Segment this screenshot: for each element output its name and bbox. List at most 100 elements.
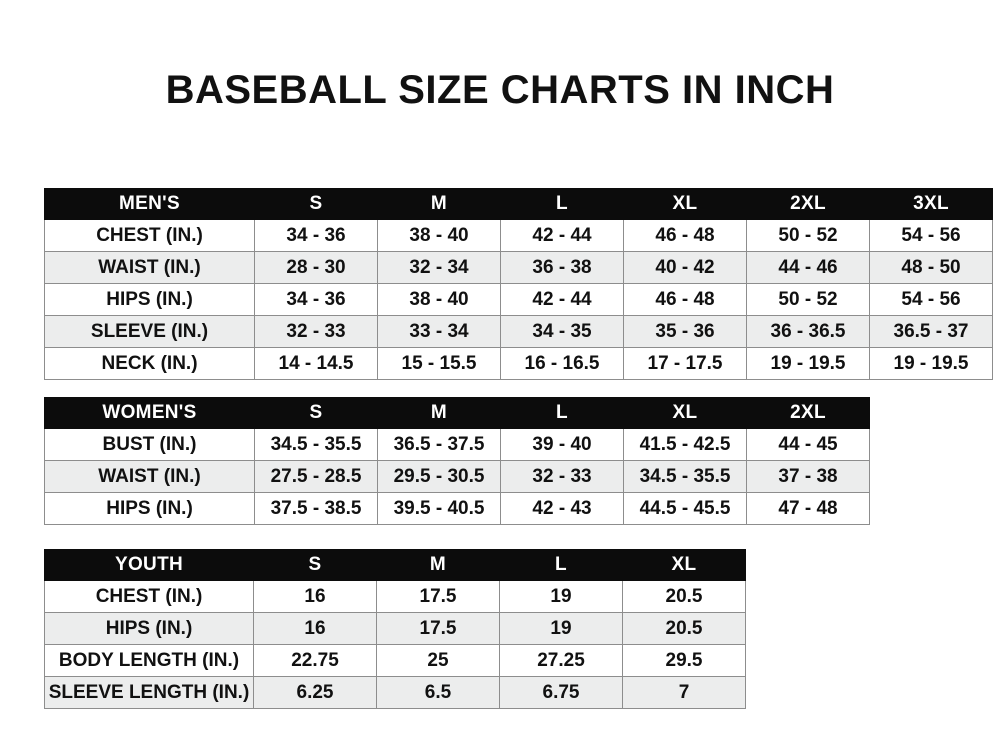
- measurement-value: 6.5: [376, 676, 500, 709]
- measurement-value: 36 - 36.5: [746, 315, 870, 348]
- measurement-value: 14 - 14.5: [254, 347, 378, 380]
- measurement-value: 22.75: [253, 644, 377, 677]
- measurement-value: 36 - 38: [500, 251, 624, 284]
- measurement-value: 19 - 19.5: [746, 347, 870, 380]
- measurement-value: 50 - 52: [746, 283, 870, 316]
- womens-size-chart: WOMEN'S S M L XL 2XL BUST (IN.) 34.5 - 35.5 36.5…: [44, 397, 870, 525]
- table-row: WAIST (IN.) 28 - 30 32 - 34 36 - 38 40 - 42 4…: [44, 251, 993, 284]
- youth-size-chart: YOUTH S M L XL CHEST (IN.) 16 17.5 19 20.5 HIPS (I…: [44, 549, 746, 709]
- measurement-value: 47 - 48: [746, 492, 870, 525]
- size-header-xl: XL: [623, 188, 747, 220]
- measurement-label: HIPS (IN.): [44, 283, 255, 316]
- measurement-value: 29.5: [622, 644, 746, 677]
- mens-size-chart: MEN'S S M L XL 2XL 3XL CHEST (IN.) 34 - 36 38 - 4…: [44, 188, 993, 380]
- measurement-value: 20.5: [622, 580, 746, 613]
- table-row: CHEST (IN.) 16 17.5 19 20.5: [44, 580, 746, 613]
- measurement-value: 54 - 56: [869, 219, 993, 252]
- measurement-label: HIPS (IN.): [44, 612, 254, 645]
- measurement-value: 20.5: [622, 612, 746, 645]
- measurement-value: 17.5: [376, 612, 500, 645]
- page-title: BASEBALL SIZE CHARTS IN INCH: [165, 68, 835, 112]
- size-header-m: M: [377, 397, 501, 429]
- measurement-value: 16: [253, 612, 377, 645]
- size-header-m: M: [376, 549, 500, 581]
- measurement-value: 32 - 33: [254, 315, 378, 348]
- measurement-value: 44 - 46: [746, 251, 870, 284]
- table-row: NECK (IN.) 14 - 14.5 15 - 15.5 16 - 16.5 17 …: [44, 347, 993, 380]
- measurement-value: 46 - 48: [623, 283, 747, 316]
- category-header: YOUTH: [44, 549, 254, 581]
- measurement-value: 16 - 16.5: [500, 347, 624, 380]
- measurement-value: 42 - 44: [500, 283, 624, 316]
- measurement-value: 54 - 56: [869, 283, 993, 316]
- measurement-label: NECK (IN.): [44, 347, 255, 380]
- size-header-2xl: 2XL: [746, 397, 870, 429]
- measurement-value: 34 - 35: [500, 315, 624, 348]
- measurement-value: 25: [376, 644, 500, 677]
- measurement-value: 39 - 40: [500, 428, 624, 461]
- table-row: WAIST (IN.) 27.5 - 28.5 29.5 - 30.5 32 - 33…: [44, 460, 870, 493]
- measurement-value: 35 - 36: [623, 315, 747, 348]
- measurement-label: HIPS (IN.): [44, 492, 255, 525]
- measurement-value: 38 - 40: [377, 283, 501, 316]
- measurement-value: 15 - 15.5: [377, 347, 501, 380]
- category-header: MEN'S: [44, 188, 255, 220]
- measurement-label: BUST (IN.): [44, 428, 255, 461]
- measurement-value: 17 - 17.5: [623, 347, 747, 380]
- measurement-value: 32 - 33: [500, 460, 624, 493]
- measurement-value: 48 - 50: [869, 251, 993, 284]
- size-header-l: L: [499, 549, 623, 581]
- measurement-value: 19 - 19.5: [869, 347, 993, 380]
- measurement-value: 34 - 36: [254, 283, 378, 316]
- table-row: HIPS (IN.) 34 - 36 38 - 40 42 - 44 46 - 48 50…: [44, 283, 993, 316]
- size-header-3xl: 3XL: [869, 188, 993, 220]
- table-row: SLEEVE LENGTH (IN.) 6.25 6.5 6.75 7: [44, 676, 746, 709]
- measurement-value: 42 - 43: [500, 492, 624, 525]
- measurement-value: 36.5 - 37.5: [377, 428, 501, 461]
- table-header-row: YOUTH S M L XL: [44, 549, 746, 581]
- measurement-value: 17.5: [376, 580, 500, 613]
- size-header-2xl: 2XL: [746, 188, 870, 220]
- measurement-value: 33 - 34: [377, 315, 501, 348]
- measurement-value: 6.75: [499, 676, 623, 709]
- womens-size-chart-block: WOMEN'S S M L XL 2XL BUST (IN.) 34.5 - 35.5 36.5…: [44, 397, 870, 525]
- measurement-value: 40 - 42: [623, 251, 747, 284]
- measurement-value: 37.5 - 38.5: [254, 492, 378, 525]
- measurement-label: SLEEVE LENGTH (IN.): [44, 676, 254, 709]
- category-header: WOMEN'S: [44, 397, 255, 429]
- measurement-value: 16: [253, 580, 377, 613]
- measurement-label: WAIST (IN.): [44, 251, 255, 284]
- size-header-s: S: [254, 188, 378, 220]
- size-header-l: L: [500, 397, 624, 429]
- table-row: SLEEVE (IN.) 32 - 33 33 - 34 34 - 35 35 - 36…: [44, 315, 993, 348]
- measurement-value: 44.5 - 45.5: [623, 492, 747, 525]
- measurement-label: BODY LENGTH (IN.): [44, 644, 254, 677]
- measurement-label: SLEEVE (IN.): [44, 315, 255, 348]
- measurement-value: 28 - 30: [254, 251, 378, 284]
- measurement-value: 39.5 - 40.5: [377, 492, 501, 525]
- measurement-value: 44 - 45: [746, 428, 870, 461]
- table-row: BUST (IN.) 34.5 - 35.5 36.5 - 37.5 39 - 40 4…: [44, 428, 870, 461]
- size-header-s: S: [253, 549, 377, 581]
- measurement-value: 42 - 44: [500, 219, 624, 252]
- measurement-value: 37 - 38: [746, 460, 870, 493]
- measurement-value: 27.5 - 28.5: [254, 460, 378, 493]
- youth-size-chart-block: YOUTH S M L XL CHEST (IN.) 16 17.5 19 20.5 HIPS (I…: [44, 549, 746, 709]
- measurement-label: CHEST (IN.): [44, 219, 255, 252]
- table-row: HIPS (IN.) 16 17.5 19 20.5: [44, 612, 746, 645]
- measurement-value: 29.5 - 30.5: [377, 460, 501, 493]
- measurement-value: 7: [622, 676, 746, 709]
- measurement-label: WAIST (IN.): [44, 460, 255, 493]
- table-header-row: WOMEN'S S M L XL 2XL: [44, 397, 870, 429]
- measurement-value: 34.5 - 35.5: [623, 460, 747, 493]
- table-header-row: MEN'S S M L XL 2XL 3XL: [44, 188, 993, 220]
- measurement-value: 19: [499, 580, 623, 613]
- size-header-xl: XL: [622, 549, 746, 581]
- table-row: BODY LENGTH (IN.) 22.75 25 27.25 29.5: [44, 644, 746, 677]
- size-header-xl: XL: [623, 397, 747, 429]
- measurement-value: 19: [499, 612, 623, 645]
- measurement-value: 32 - 34: [377, 251, 501, 284]
- measurement-value: 46 - 48: [623, 219, 747, 252]
- size-header-s: S: [254, 397, 378, 429]
- measurement-value: 38 - 40: [377, 219, 501, 252]
